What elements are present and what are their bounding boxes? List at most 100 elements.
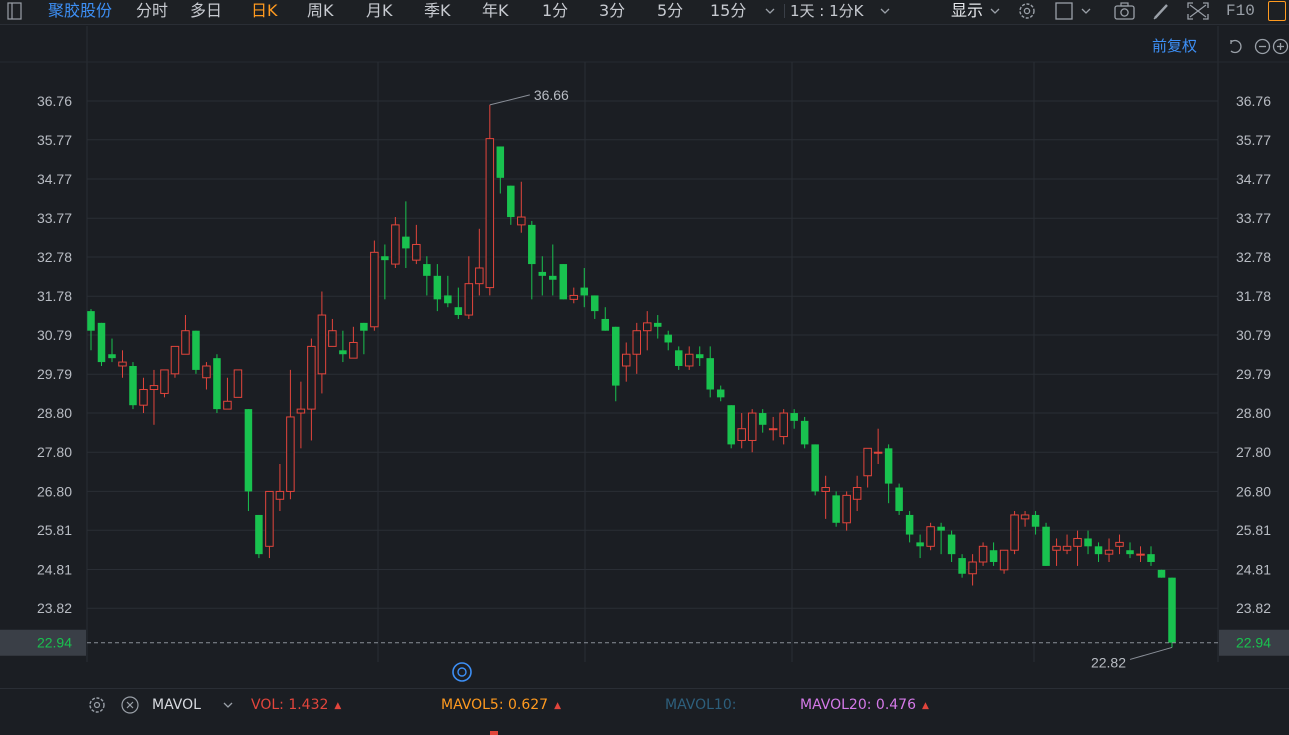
pen-draw-icon[interactable] <box>1151 1 1171 21</box>
y-tick-label-right: 29.79 <box>1236 366 1271 382</box>
period-multiday[interactable]: 多日 <box>190 1 223 20</box>
candle-body <box>716 389 725 398</box>
candle-body <box>265 490 274 547</box>
candle-down <box>706 346 714 398</box>
bookmark-icon[interactable] <box>1268 1 1286 21</box>
mavol20-readout: MAVOL20: 0.476 ▲ <box>800 696 929 715</box>
candle-body <box>622 353 631 367</box>
candle-body <box>412 243 421 261</box>
indicator-name[interactable]: MAVOL <box>152 697 201 713</box>
camera-screenshot-icon[interactable] <box>1113 1 1135 21</box>
candle-body <box>1042 526 1050 566</box>
chevron-down-icon[interactable] <box>762 1 782 21</box>
candle-body <box>296 408 306 414</box>
candle-body <box>758 413 767 425</box>
chevron-down-icon[interactable] <box>1079 1 1099 21</box>
period-3min[interactable]: 3分 <box>599 1 626 20</box>
candle-body <box>821 487 830 492</box>
period-yearly-k[interactable]: 年K <box>482 1 509 20</box>
candle-body <box>591 295 599 312</box>
candle-up <box>622 342 631 382</box>
candle-body <box>842 494 851 524</box>
candle-body <box>160 369 169 394</box>
candle-up <box>1052 538 1061 566</box>
adjust-mode-label[interactable]: 前复权 <box>1152 37 1198 55</box>
candle-up <box>149 369 159 425</box>
candle-down <box>360 322 368 355</box>
candle-up <box>863 447 872 488</box>
period-weekly-k[interactable]: 周K <box>307 1 334 20</box>
candle-body <box>958 558 966 574</box>
current-price-tag-right-bg <box>1219 629 1289 656</box>
period-15min[interactable]: 15分 <box>710 1 747 20</box>
candle-up <box>412 224 421 265</box>
fullscreen-icon[interactable] <box>1186 1 1209 21</box>
chevron-down-icon[interactable] <box>877 1 897 21</box>
mavol5-label: MAVOL5: <box>441 697 504 713</box>
candle-body <box>275 490 285 500</box>
period-1min[interactable]: 1分 <box>542 1 569 20</box>
candle-body <box>149 385 159 391</box>
candle-body <box>507 185 515 218</box>
candle-up <box>1104 538 1114 562</box>
mavol5-readout: MAVOL5: 0.627 ▲ <box>441 696 561 715</box>
candle-body <box>601 318 610 331</box>
period-5min[interactable]: 5分 <box>657 1 684 20</box>
settings-gear-icon[interactable] <box>1016 1 1036 21</box>
close-indicator-icon[interactable] <box>120 695 140 719</box>
stock-name[interactable]: 聚胶股份 <box>48 1 113 20</box>
candle-down <box>758 409 767 433</box>
layout-square-icon[interactable] <box>1054 1 1074 21</box>
candlestick-chart[interactable]: 36.76 36.76 35.77 35.77 34.77 34.77 33.77 33.77… <box>0 26 1289 686</box>
indicator-settings-gear-icon[interactable] <box>87 695 107 719</box>
candle-up <box>768 416 778 441</box>
candle-body <box>454 307 463 316</box>
y-tick-label-right: 27.80 <box>1236 444 1271 460</box>
period-intraday[interactable]: 分时 <box>136 1 169 20</box>
candle-body <box>664 334 672 343</box>
reset-icon[interactable] <box>1227 38 1244 55</box>
y-tick-label-right: 25.81 <box>1236 522 1271 538</box>
chevron-down-icon[interactable] <box>220 695 236 719</box>
period-monthly-k[interactable]: 月K <box>366 1 393 20</box>
candle-down <box>1031 511 1040 535</box>
low-annotation-leader <box>1129 646 1173 660</box>
y-tick-label-left: 36.76 <box>37 93 72 109</box>
interval-select[interactable]: 1天 : 1分K <box>790 2 864 20</box>
candle-body <box>1094 546 1103 555</box>
candle-down <box>601 307 610 331</box>
period-daily-k[interactable]: 日K <box>251 1 278 20</box>
candle-down <box>895 483 903 515</box>
zoom-out-icon[interactable] <box>1254 38 1271 55</box>
candle-down <box>1042 522 1050 566</box>
candle-body <box>632 330 641 355</box>
zoom-in-icon[interactable] <box>1272 38 1289 55</box>
f10-button[interactable]: F10 <box>1226 2 1255 20</box>
y-tick-label-right: 33.77 <box>1236 210 1271 226</box>
candle-down <box>653 315 662 339</box>
y-tick-label-right: 32.78 <box>1236 249 1271 265</box>
candle-down <box>559 264 568 300</box>
candle-body <box>1031 514 1040 527</box>
candle-body <box>381 256 389 261</box>
chevron-down-icon[interactable] <box>987 1 1007 21</box>
candle-body <box>317 314 327 375</box>
candle-down <box>937 522 945 555</box>
candle-body <box>1147 554 1155 562</box>
y-tick-label-right: 35.77 <box>1236 132 1271 148</box>
candle-down <box>192 330 200 374</box>
candle-body <box>968 561 977 575</box>
display-menu[interactable]: 显示 <box>951 1 984 20</box>
period-quarterly-k[interactable]: 季K <box>424 1 451 20</box>
candle-body <box>118 361 127 367</box>
sidebar-toggle-icon[interactable] <box>6 1 26 21</box>
candle-down <box>423 256 431 296</box>
candle-up <box>307 338 316 441</box>
candle-body <box>1168 577 1176 643</box>
candle-body <box>1104 549 1114 555</box>
candle-down <box>339 330 347 363</box>
candle-body <box>1010 514 1019 551</box>
candle-body <box>139 389 148 406</box>
candle-body <box>852 487 862 500</box>
candle-up <box>170 345 180 378</box>
